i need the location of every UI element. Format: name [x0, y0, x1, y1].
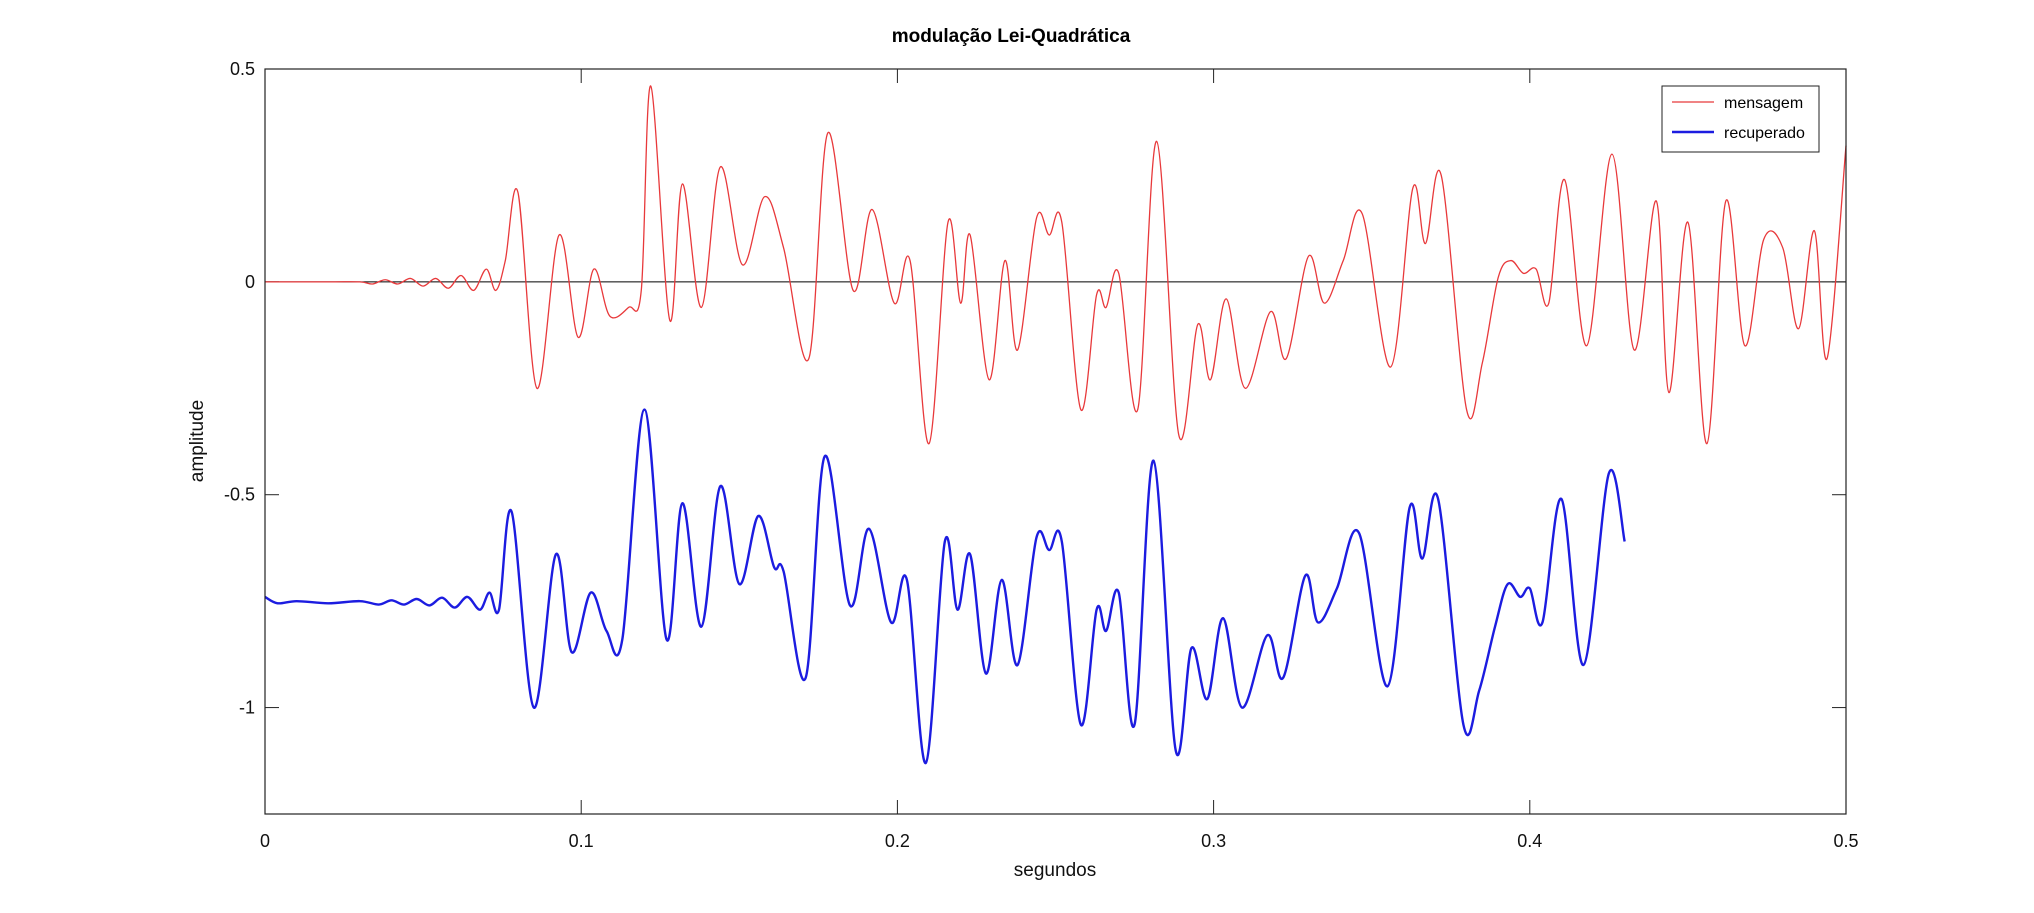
plot-area: [265, 69, 1846, 814]
series-line-mensagem: [264, 85, 1847, 445]
x-tick-label: 0.5: [1833, 831, 1858, 851]
legend-label-recuperado: recuperado: [1724, 125, 1805, 142]
legend: mensagem recuperado: [1661, 85, 1820, 153]
series-line-recuperado: [264, 408, 1626, 765]
y-tick-label: -1: [239, 698, 255, 718]
chart-title: modulação Lei-Quadrática: [892, 26, 1131, 47]
series-layer: [264, 85, 1847, 765]
legend-label-mensagem: mensagem: [1724, 95, 1803, 112]
legend-box: [1661, 85, 1820, 153]
x-tick-label: 0.3: [1201, 831, 1226, 851]
y-axis-label: amplitude: [187, 400, 208, 482]
x-tick-label: 0.4: [1517, 831, 1542, 851]
y-tick-label: -0.5: [224, 485, 255, 505]
y-tick-label: 0.5: [230, 59, 255, 79]
x-axis-label: segundos: [1014, 860, 1096, 881]
x-tick-label: 0: [260, 831, 270, 851]
x-tick-label: 0.1: [569, 831, 594, 851]
y-tick-label: 0: [245, 272, 255, 292]
x-tick-label: 0.2: [885, 831, 910, 851]
plot-frame: [264, 68, 1847, 815]
